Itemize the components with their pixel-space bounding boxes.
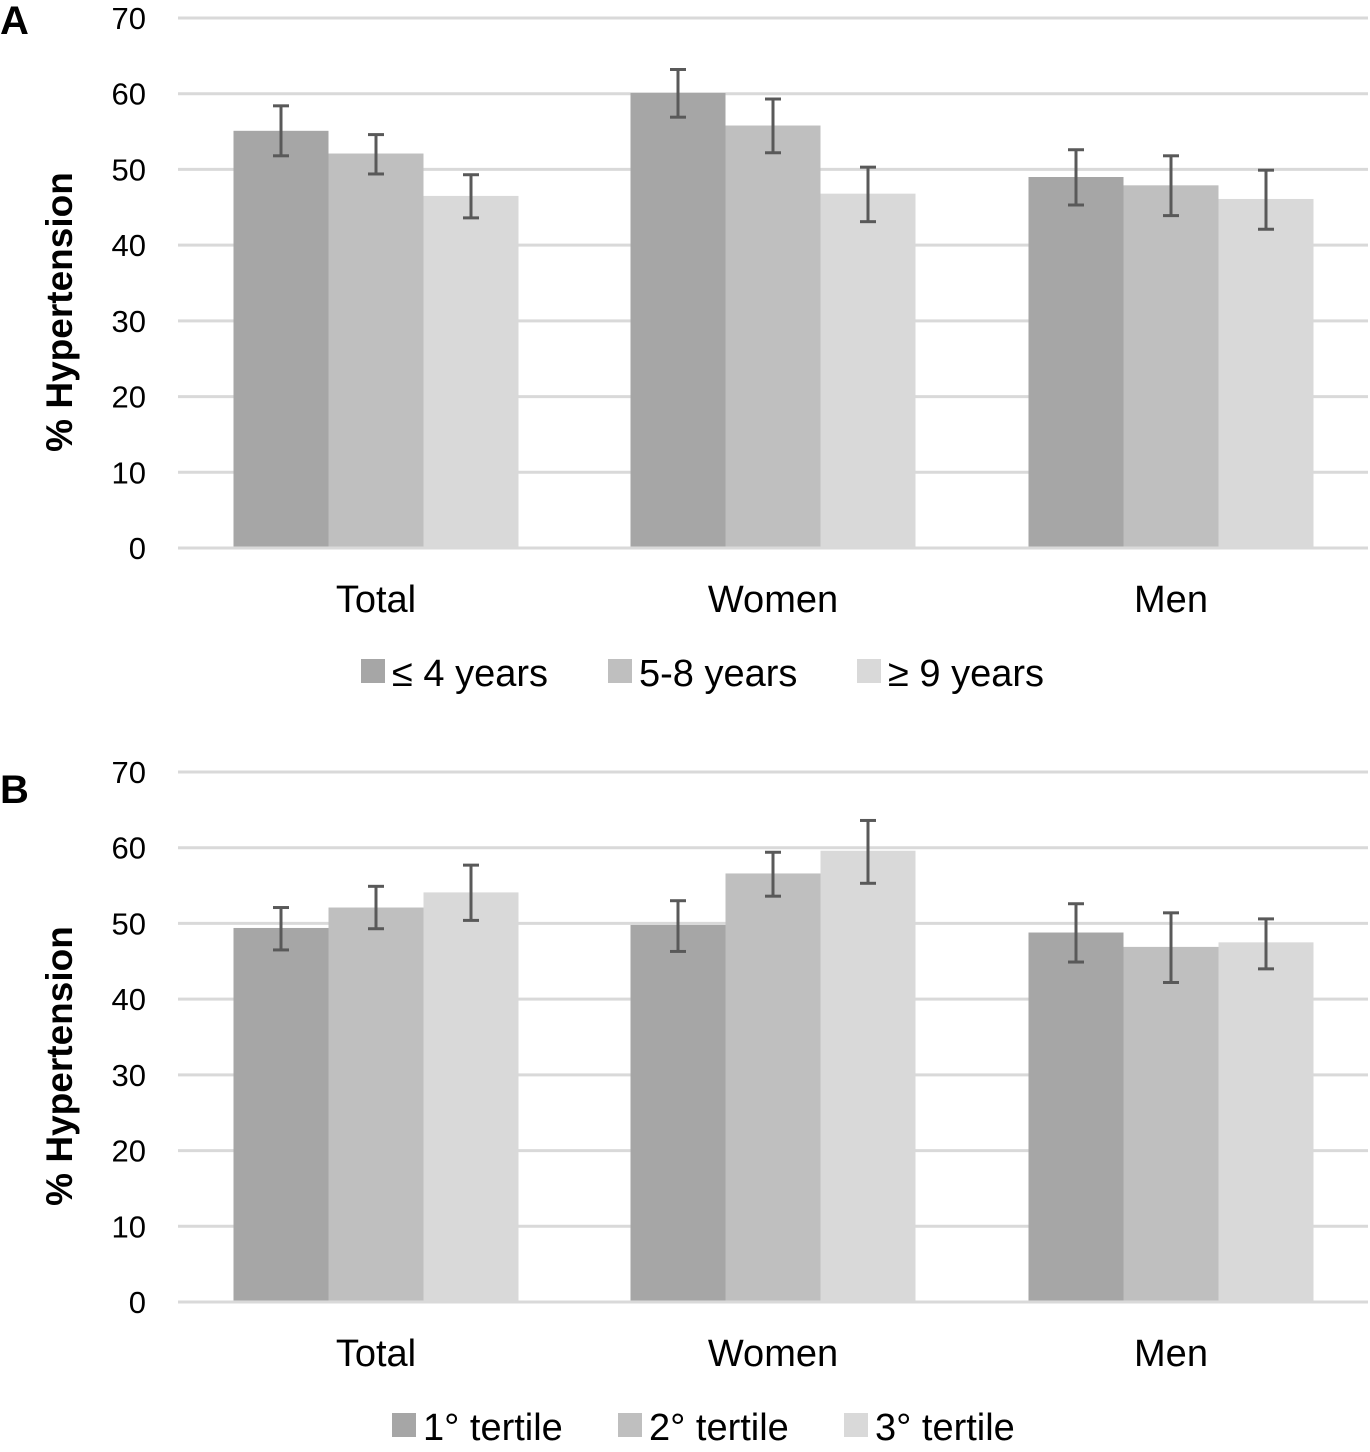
y-tick-label: 30 (112, 304, 146, 339)
bar (328, 153, 424, 548)
legend-swatch (618, 1413, 642, 1437)
y-axis-label: % Hypertension (39, 172, 80, 452)
legend-label: ≤ 4 years (392, 653, 548, 695)
x-category-label: Women (708, 1333, 838, 1375)
y-tick-label: 60 (112, 77, 146, 112)
panel-label: B (0, 768, 29, 812)
legend-label: 3° tertile (875, 1407, 1015, 1449)
legend-swatch (392, 1413, 416, 1437)
bar (725, 125, 821, 548)
y-tick-label: 60 (112, 831, 146, 866)
bar (1123, 185, 1219, 549)
bar (630, 924, 726, 1302)
x-category-label: Total (336, 1333, 416, 1375)
y-tick-label: 70 (112, 755, 146, 790)
bar (1218, 942, 1314, 1302)
y-tick-label: 20 (112, 380, 146, 415)
bar (1028, 177, 1124, 548)
bar (725, 873, 821, 1302)
x-category-label: Total (336, 579, 416, 621)
bar (820, 850, 916, 1302)
bar (630, 92, 726, 548)
bar (1218, 198, 1314, 548)
y-tick-label: 0 (129, 531, 146, 566)
legend-swatch (361, 659, 385, 683)
y-axis-label: % Hypertension (39, 926, 80, 1206)
y-tick-label: 50 (112, 152, 146, 187)
legend-label: 5-8 years (639, 653, 797, 695)
x-category-label: Men (1134, 579, 1208, 621)
bar (1123, 946, 1219, 1302)
chart-panel-a: 0 10 20 30 40 50 60 70 A % Hypertension Total Women… (0, 0, 1368, 695)
legend-label: 1° tertile (423, 1407, 563, 1449)
y-tick-label: 40 (112, 982, 146, 1017)
y-tick-label: 30 (112, 1058, 146, 1093)
y-tick-label: 40 (112, 228, 146, 263)
legend-label: 2° tertile (649, 1407, 789, 1449)
bar (423, 195, 519, 548)
legend-swatch (844, 1413, 868, 1437)
y-tick-label: 50 (112, 906, 146, 941)
legend: ≤ 4 years 5-8 years ≥ 9 years (361, 653, 1044, 695)
legend-label: ≥ 9 years (888, 653, 1044, 695)
x-category-label: Men (1134, 1333, 1208, 1375)
legend: 1° tertile 2° tertile 3° tertile (392, 1407, 1015, 1449)
chart-panel-b: 0 10 20 30 40 50 60 70 B % Hypertension Total Women… (0, 755, 1368, 1449)
bar (233, 927, 329, 1302)
bar (233, 130, 329, 549)
bar (820, 193, 916, 548)
legend-swatch (857, 659, 881, 683)
y-tick-label: 10 (112, 1209, 146, 1244)
y-tick-label: 10 (112, 455, 146, 490)
y-tick-label: 70 (112, 1, 146, 36)
y-tick-label: 0 (129, 1285, 146, 1320)
bar (1028, 932, 1124, 1302)
bar (423, 892, 519, 1302)
y-tick-label: 20 (112, 1134, 146, 1169)
x-category-label: Women (708, 579, 838, 621)
legend-swatch (608, 659, 632, 683)
panel-label: A (0, 0, 29, 43)
bar (328, 907, 424, 1302)
